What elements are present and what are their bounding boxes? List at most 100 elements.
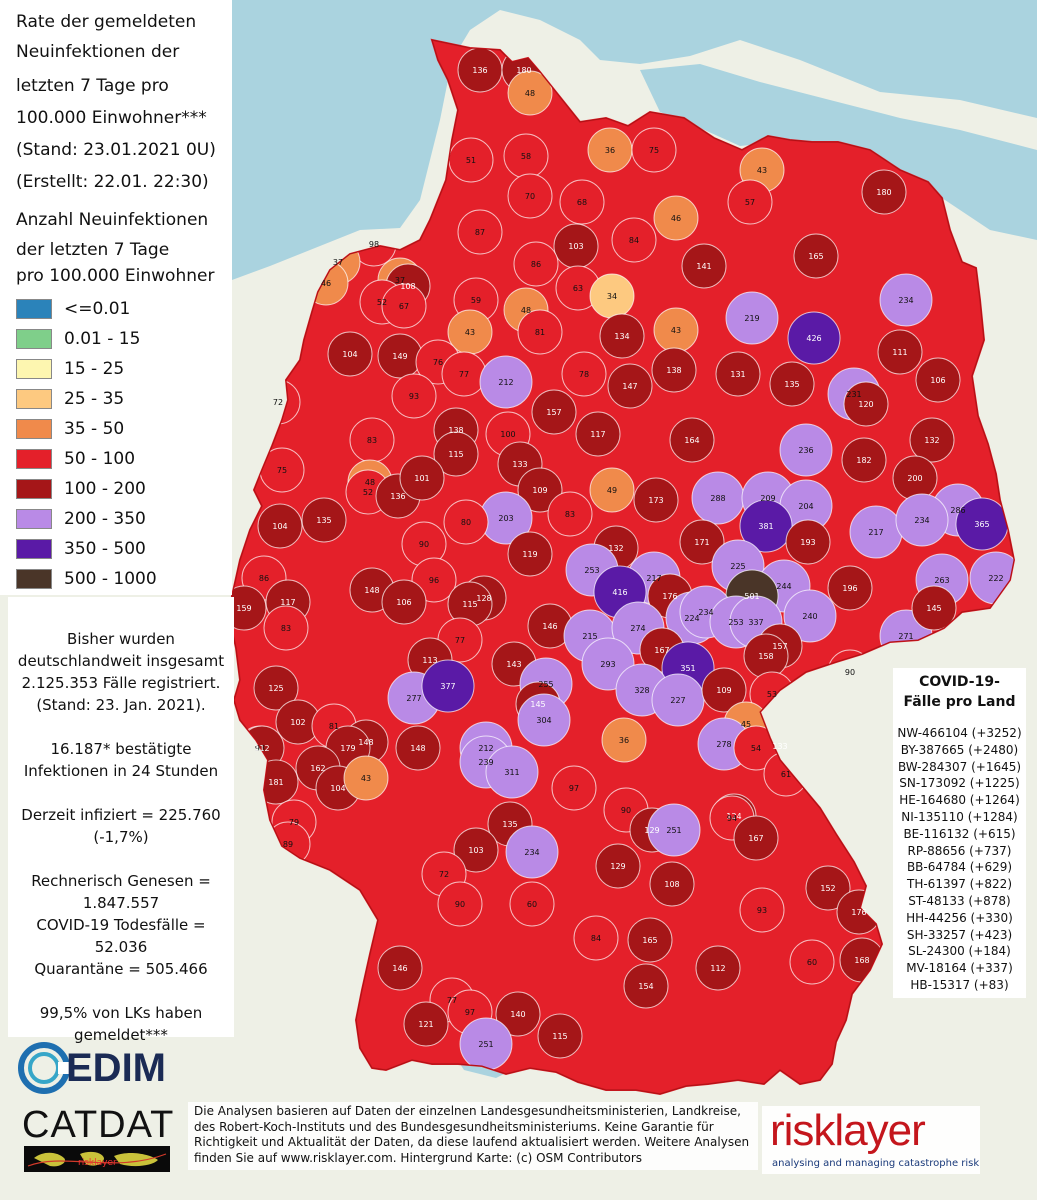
cedim-logo-text: EDIM xyxy=(66,1046,166,1090)
district-label: 304 xyxy=(536,716,551,725)
district-label: 217 xyxy=(868,528,883,537)
cases-heading-line: Fälle pro Land xyxy=(903,694,1016,710)
district-region xyxy=(505,825,559,879)
world-map-icon xyxy=(24,1146,170,1172)
district-label: 176 xyxy=(662,592,677,601)
district-label: 87 xyxy=(475,228,485,237)
district-label: 37 xyxy=(395,276,405,285)
district-label: 337 xyxy=(748,618,763,627)
legend-swatch xyxy=(16,449,52,469)
cases-row: MV-18164 (+337) xyxy=(906,961,1013,976)
district-label: 75 xyxy=(649,146,659,155)
district-label: 43 xyxy=(671,326,681,335)
footer-disclaimer: Die Analysen basieren auf Daten der einz… xyxy=(188,1102,758,1170)
district-region xyxy=(507,173,553,219)
title-line: Rate der gemeldeten xyxy=(16,12,197,32)
district-label: 119 xyxy=(522,550,537,559)
district-label: 255 xyxy=(538,680,553,689)
footer-line: finden Sie auf www.risklayer.com. Hinter… xyxy=(194,1150,643,1165)
district-label: 146 xyxy=(392,964,407,973)
district-label: 120 xyxy=(858,400,873,409)
cases-row: RP-88656 (+737) xyxy=(907,843,1012,858)
district-label: 157 xyxy=(772,642,787,651)
district-region xyxy=(599,313,645,359)
catdat-logo: CATDAT risklayer xyxy=(22,1104,173,1172)
legend-label: 0.01 - 15 xyxy=(64,329,141,349)
district-label: 158 xyxy=(758,652,773,661)
district-region xyxy=(915,357,961,403)
district-region xyxy=(681,243,727,289)
district-label: 79 xyxy=(289,818,299,827)
district-region xyxy=(783,589,837,643)
district-label: 501 xyxy=(744,592,759,601)
district-region xyxy=(509,881,555,927)
district-region xyxy=(653,195,699,241)
district-region xyxy=(733,815,779,861)
title-line: 100.000 Einwohner*** xyxy=(16,108,207,128)
risklayer-tagline: analysing and managing catastrophe risk xyxy=(772,1158,980,1169)
cases-row: ST-48133 (+878) xyxy=(908,894,1011,908)
district-label: 93 xyxy=(409,392,419,401)
district-label: 141 xyxy=(696,262,711,271)
district-region xyxy=(495,991,541,1037)
district-region xyxy=(715,351,761,397)
district-label: 81 xyxy=(535,328,545,337)
district-region xyxy=(827,565,873,611)
district-region xyxy=(507,70,553,116)
district-label: 77 xyxy=(455,636,465,645)
district-label: 416 xyxy=(612,588,627,597)
district-label: 36 xyxy=(605,146,615,155)
district-label: 60 xyxy=(807,958,817,967)
district-region xyxy=(537,1013,583,1059)
district-label: 75 xyxy=(277,466,287,475)
district-label: 90 xyxy=(845,668,855,677)
cases-row: SN-173092 (+1225) xyxy=(899,776,1020,791)
district-region xyxy=(263,605,309,651)
district-label: 125 xyxy=(268,684,283,693)
district-region xyxy=(879,273,933,327)
district-label: 154 xyxy=(638,982,653,991)
district-label: 180 xyxy=(876,188,891,197)
district-label: 84 xyxy=(591,934,601,943)
district-label: 251 xyxy=(478,1040,493,1049)
district-label: 102 xyxy=(290,718,305,727)
district-region xyxy=(769,361,815,407)
cases-row: SH-33257 (+423) xyxy=(906,927,1013,942)
district-label: 77 xyxy=(447,996,457,1005)
district-label: 167 xyxy=(654,646,669,655)
district-region xyxy=(911,585,957,631)
district-label: 212 xyxy=(478,744,493,753)
district-region xyxy=(841,437,887,483)
district-label: 136 xyxy=(390,492,405,501)
district-label: 244 xyxy=(776,582,791,591)
district-region xyxy=(513,241,559,287)
district-label: 97 xyxy=(465,1008,475,1017)
district-label: 37 xyxy=(333,258,343,267)
district-label: 86 xyxy=(531,260,541,269)
district-label: 147 xyxy=(622,382,637,391)
district-label: 103 xyxy=(468,846,483,855)
district-region xyxy=(909,417,955,463)
district-label: 67 xyxy=(399,302,409,311)
district-label: 117 xyxy=(590,430,605,439)
district-label: 48 xyxy=(521,306,531,315)
district-region xyxy=(779,423,833,477)
stat-line: 99,5% von LKs haben xyxy=(39,1004,203,1022)
stat-line: deutschlandweit insgesamt xyxy=(17,652,225,670)
district-region xyxy=(403,1001,449,1047)
district-label: 239 xyxy=(478,758,493,767)
district-label: 90 xyxy=(621,806,631,815)
footer-line: des Robert-Koch-Instituts und des Bundes… xyxy=(194,1119,714,1134)
district-region xyxy=(479,355,533,409)
district-region xyxy=(789,939,835,985)
district-region xyxy=(453,827,499,873)
district-label: 36 xyxy=(619,736,629,745)
district-region xyxy=(651,347,697,393)
district-label: 97 xyxy=(569,784,579,793)
district-label: 93 xyxy=(255,744,265,753)
district-label: 217 xyxy=(646,574,661,583)
legend-item: 35 - 50 xyxy=(16,418,124,440)
district-label: 164 xyxy=(684,436,699,445)
district-label: 138 xyxy=(666,366,681,375)
cases-row: HE-164680 (+1264) xyxy=(899,793,1020,808)
